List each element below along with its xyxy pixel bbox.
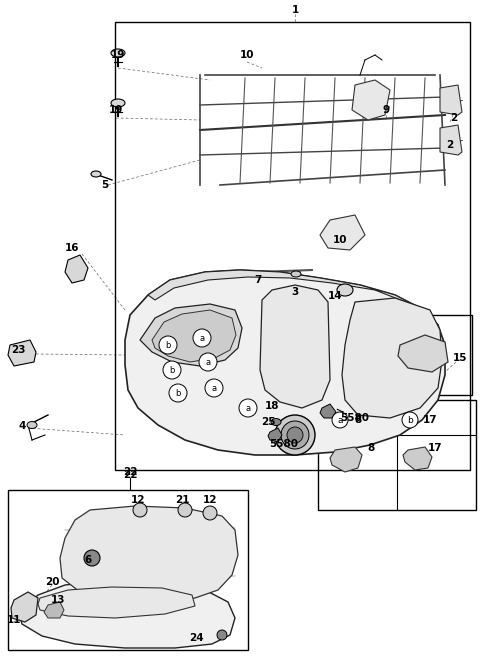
Circle shape [84, 550, 100, 566]
Text: a: a [211, 384, 216, 392]
Polygon shape [330, 447, 362, 472]
Circle shape [133, 503, 147, 517]
Bar [318, 400, 476, 510]
Text: 8: 8 [354, 415, 361, 425]
Polygon shape [342, 298, 442, 418]
Polygon shape [260, 285, 330, 408]
Text: 12: 12 [203, 495, 217, 505]
Polygon shape [38, 587, 195, 618]
Polygon shape [20, 580, 235, 648]
Ellipse shape [271, 418, 281, 426]
Polygon shape [152, 310, 236, 362]
Circle shape [287, 427, 303, 443]
Text: 2: 2 [450, 113, 457, 123]
Ellipse shape [337, 284, 353, 296]
Polygon shape [440, 85, 462, 115]
Text: 13: 13 [51, 595, 65, 605]
Circle shape [193, 329, 211, 347]
Text: 21: 21 [175, 495, 189, 505]
Text: a: a [337, 416, 343, 424]
Polygon shape [352, 80, 390, 120]
Polygon shape [140, 304, 242, 366]
Text: b: b [407, 416, 413, 424]
Bar [8, 490, 248, 650]
Text: 12: 12 [131, 495, 145, 505]
Circle shape [199, 353, 217, 371]
Bar [380, 315, 472, 395]
Circle shape [402, 412, 418, 428]
Text: 5580: 5580 [269, 439, 299, 449]
Ellipse shape [27, 422, 37, 428]
Text: 18: 18 [265, 401, 279, 411]
Text: 5: 5 [101, 180, 108, 190]
Circle shape [217, 630, 227, 640]
Text: 22: 22 [123, 470, 137, 480]
Text: 17: 17 [428, 443, 442, 453]
Text: 10: 10 [240, 50, 254, 60]
Ellipse shape [291, 271, 301, 277]
Text: a: a [199, 333, 204, 343]
Polygon shape [65, 255, 88, 283]
Text: 23: 23 [11, 345, 25, 355]
Polygon shape [11, 592, 38, 622]
Polygon shape [268, 428, 282, 442]
Text: 3: 3 [291, 287, 299, 297]
Ellipse shape [111, 49, 125, 57]
Polygon shape [440, 125, 462, 155]
Circle shape [178, 503, 192, 517]
Text: 15: 15 [453, 353, 467, 363]
Circle shape [332, 412, 348, 428]
Text: a: a [245, 404, 251, 412]
Text: 1: 1 [291, 5, 299, 15]
Polygon shape [8, 340, 36, 366]
Circle shape [281, 421, 309, 449]
Text: 19: 19 [111, 50, 125, 60]
Text: 16: 16 [65, 243, 79, 253]
Text: 2: 2 [446, 140, 454, 150]
Text: 20: 20 [45, 577, 59, 587]
Text: 7: 7 [254, 275, 262, 285]
Polygon shape [60, 506, 238, 602]
Polygon shape [148, 270, 438, 325]
Ellipse shape [91, 171, 101, 177]
Text: 22: 22 [123, 467, 137, 477]
Text: 6: 6 [84, 555, 92, 565]
Circle shape [275, 415, 315, 455]
Text: a: a [205, 357, 211, 367]
Text: 19: 19 [109, 105, 123, 115]
Text: b: b [169, 365, 175, 374]
Ellipse shape [111, 99, 125, 107]
Text: 5580: 5580 [340, 413, 370, 423]
Polygon shape [44, 602, 64, 618]
Text: 9: 9 [383, 105, 390, 115]
Circle shape [163, 361, 181, 379]
Bar [115, 22, 470, 470]
Polygon shape [125, 270, 445, 455]
Circle shape [203, 506, 217, 520]
Text: 11: 11 [7, 615, 21, 625]
Polygon shape [320, 215, 365, 250]
Text: b: b [165, 341, 171, 349]
Circle shape [169, 384, 187, 402]
Circle shape [159, 336, 177, 354]
Text: 4: 4 [18, 421, 26, 431]
Text: 14: 14 [328, 291, 342, 301]
Text: 8: 8 [367, 443, 374, 453]
Text: 17: 17 [423, 415, 437, 425]
Circle shape [239, 399, 257, 417]
Text: 10: 10 [333, 235, 347, 245]
Polygon shape [403, 447, 432, 470]
Polygon shape [398, 335, 448, 372]
Polygon shape [320, 404, 336, 418]
Text: b: b [175, 388, 180, 398]
Circle shape [205, 379, 223, 397]
Text: 24: 24 [189, 633, 204, 643]
Text: 25: 25 [261, 417, 275, 427]
